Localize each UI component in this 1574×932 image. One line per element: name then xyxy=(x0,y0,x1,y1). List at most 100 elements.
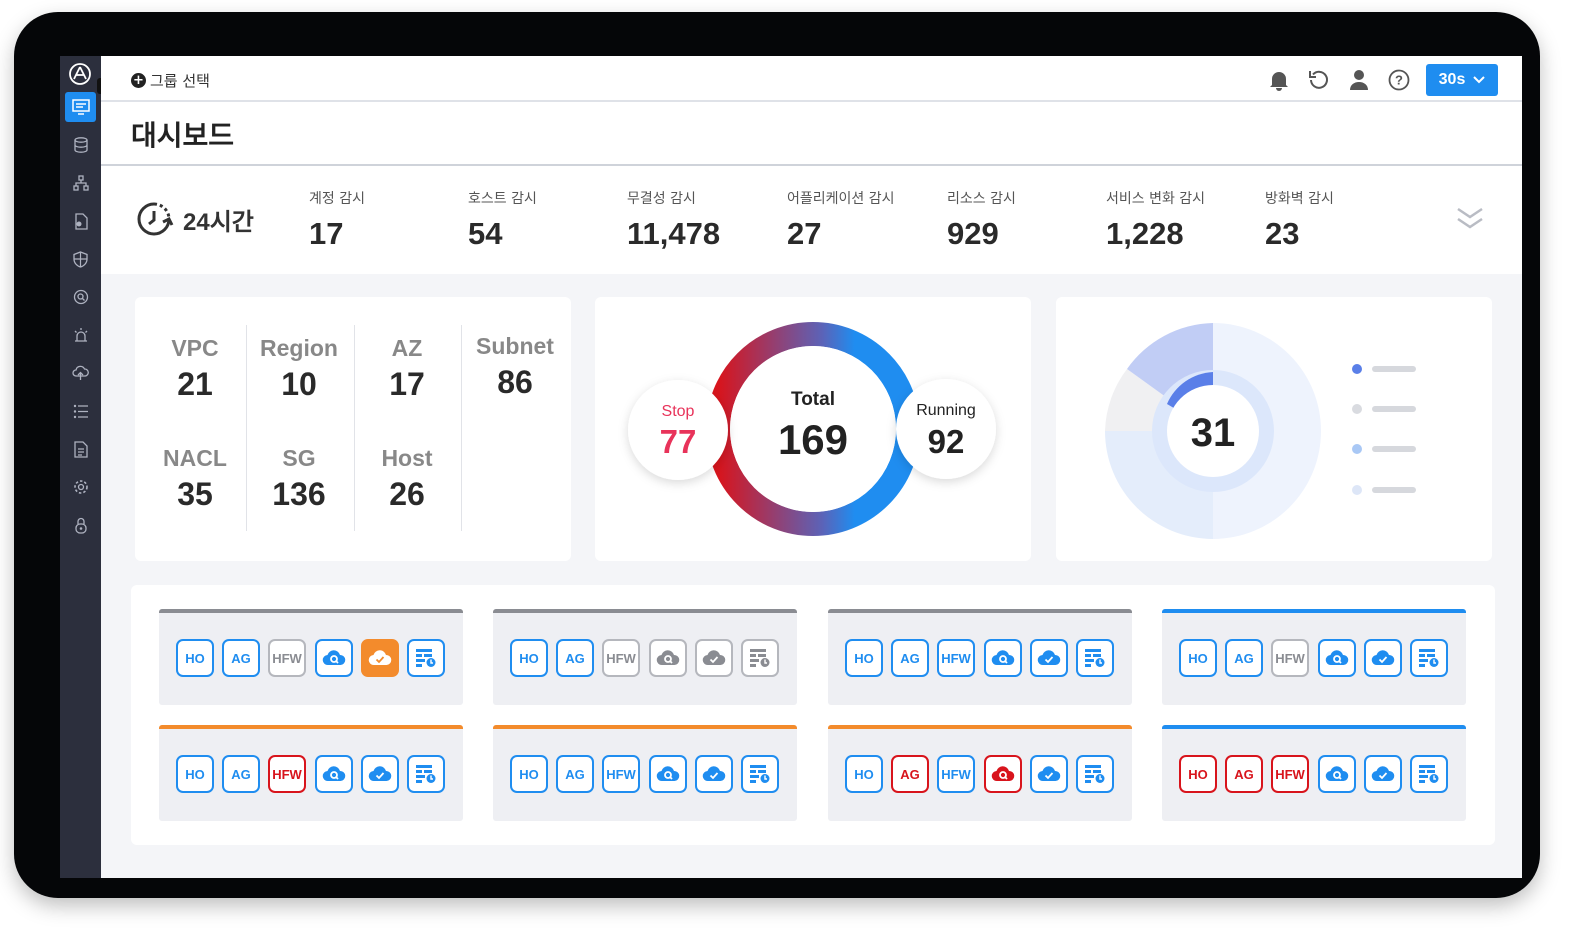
hfw-badge[interactable]: HFW xyxy=(1271,755,1309,793)
cloud-check-badge[interactable] xyxy=(1364,755,1402,793)
user-icon[interactable] xyxy=(1346,66,1372,94)
resource-az[interactable]: AZ 17 xyxy=(355,335,459,403)
cloud-search-badge[interactable] xyxy=(984,639,1022,677)
host-status-tile[interactable]: HO AG HFW xyxy=(1162,609,1466,705)
help-icon[interactable]: ? xyxy=(1386,66,1412,94)
group-select-button[interactable]: + 그룹 선택 xyxy=(131,70,210,91)
cloud-check-badge[interactable] xyxy=(361,639,399,677)
cloud-search-badge[interactable] xyxy=(649,755,687,793)
ag-badge[interactable]: AG xyxy=(891,755,929,793)
cloud-search-badge[interactable] xyxy=(649,639,687,677)
ho-badge[interactable]: HO xyxy=(845,755,883,793)
refresh-icon[interactable] xyxy=(1306,66,1332,94)
resource-host[interactable]: Host 26 xyxy=(355,445,459,513)
hfw-badge[interactable]: HFW xyxy=(602,755,640,793)
ag-badge[interactable]: AG xyxy=(1225,639,1263,677)
host-status-tile[interactable]: HO AG HFW xyxy=(159,609,463,705)
sidebar-item-lock[interactable] xyxy=(65,510,96,540)
legend-item[interactable] xyxy=(1352,364,1416,374)
cloud-check-badge[interactable] xyxy=(361,755,399,793)
cloud-search-badge[interactable] xyxy=(1318,639,1356,677)
stop-bubble[interactable] xyxy=(628,380,728,480)
cloud-check-badge[interactable] xyxy=(1364,639,1402,677)
firewall-badge[interactable] xyxy=(1410,755,1448,793)
cloud-search-badge[interactable] xyxy=(315,639,353,677)
firewall-badge[interactable] xyxy=(741,755,779,793)
running-label: Running xyxy=(916,402,976,419)
stat-resource-monitoring[interactable]: 리소스 감시 929 xyxy=(947,188,1016,252)
stat-application-monitoring[interactable]: 어플리케이션 감시 27 xyxy=(787,188,895,252)
ho-badge[interactable]: HO xyxy=(1179,755,1217,793)
sidebar-item-files[interactable] xyxy=(65,206,96,236)
resource-subnet[interactable]: Subnet 86 xyxy=(463,333,567,401)
firewall-badge[interactable] xyxy=(1076,639,1114,677)
stat-account-monitoring[interactable]: 계정 감시 17 xyxy=(309,188,365,252)
host-status-tile[interactable]: HO AG HFW xyxy=(1162,725,1466,821)
ag-badge[interactable]: AG xyxy=(556,639,594,677)
running-bubble[interactable] xyxy=(896,379,996,479)
cloud-check-badge[interactable] xyxy=(695,639,733,677)
hfw-badge[interactable]: HFW xyxy=(268,639,306,677)
ag-badge[interactable]: AG xyxy=(1225,755,1263,793)
cloud-check-badge[interactable] xyxy=(1030,639,1068,677)
host-status-tile[interactable]: HO AG HFW xyxy=(159,725,463,821)
resource-vpc[interactable]: VPC 21 xyxy=(143,335,247,403)
legend-item[interactable] xyxy=(1352,485,1416,495)
sidebar-item-network[interactable] xyxy=(65,168,96,198)
sidebar-item-alerts[interactable] xyxy=(65,320,96,350)
legend-item[interactable] xyxy=(1352,404,1416,414)
cloud-search-icon xyxy=(322,649,346,667)
period-indicator[interactable]: 24시간 xyxy=(135,200,254,238)
stat-integrity-monitoring[interactable]: 무결성 감시 11,478 xyxy=(627,188,720,252)
sidebar-item-list[interactable] xyxy=(65,396,96,426)
ho-badge[interactable]: HO xyxy=(845,639,883,677)
hfw-badge[interactable]: HFW xyxy=(268,755,306,793)
sidebar-item-database[interactable] xyxy=(65,130,96,160)
host-status-tile[interactable]: HO AG HFW xyxy=(828,609,1132,705)
resource-label: Region xyxy=(260,335,338,361)
sidebar-item-dashboard[interactable] xyxy=(65,92,96,122)
sidebar-item-security[interactable] xyxy=(65,244,96,274)
cloud-search-badge[interactable] xyxy=(1318,755,1356,793)
hfw-badge[interactable]: HFW xyxy=(937,755,975,793)
cloud-search-badge[interactable] xyxy=(315,755,353,793)
firewall-badge[interactable] xyxy=(407,639,445,677)
resource-nacl[interactable]: NACL 35 xyxy=(143,445,247,513)
ag-badge[interactable]: AG xyxy=(556,755,594,793)
hfw-badge[interactable]: HFW xyxy=(1271,639,1309,677)
sidebar-item-cloud[interactable] xyxy=(65,358,96,388)
sidebar-item-search[interactable] xyxy=(65,282,96,312)
cloud-check-badge[interactable] xyxy=(695,755,733,793)
refresh-interval-dropdown[interactable]: 30s xyxy=(1426,64,1498,96)
ag-badge[interactable]: AG xyxy=(222,755,260,793)
stat-firewall-monitoring[interactable]: 방화벽 감시 23 xyxy=(1265,188,1334,252)
ho-badge[interactable]: HO xyxy=(176,639,214,677)
hfw-badge[interactable]: HFW xyxy=(937,639,975,677)
double-chevron-down-icon[interactable] xyxy=(1456,206,1484,234)
ho-badge[interactable]: HO xyxy=(1179,639,1217,677)
ag-badge[interactable]: AG xyxy=(222,639,260,677)
hfw-badge[interactable]: HFW xyxy=(602,639,640,677)
resource-sg[interactable]: SG 136 xyxy=(247,445,351,513)
bell-icon[interactable] xyxy=(1266,66,1292,94)
cloud-check-badge[interactable] xyxy=(1030,755,1068,793)
ho-badge[interactable]: HO xyxy=(510,639,548,677)
firewall-badge[interactable] xyxy=(1410,639,1448,677)
cloud-search-icon xyxy=(1325,649,1349,667)
host-status-tile[interactable]: HO AG HFW xyxy=(493,609,797,705)
host-status-tile[interactable]: HO AG HFW xyxy=(828,725,1132,821)
ho-badge[interactable]: HO xyxy=(510,755,548,793)
firewall-badge[interactable] xyxy=(1076,755,1114,793)
stat-service-change-monitoring[interactable]: 서비스 변화 감시 1,228 xyxy=(1106,188,1205,252)
firewall-badge[interactable] xyxy=(741,639,779,677)
ho-badge[interactable]: HO xyxy=(176,755,214,793)
cloud-search-badge[interactable] xyxy=(984,755,1022,793)
legend-item[interactable] xyxy=(1352,444,1416,454)
stat-host-monitoring[interactable]: 호스트 감시 54 xyxy=(468,188,537,252)
sidebar-item-reports[interactable] xyxy=(65,434,96,464)
resource-region[interactable]: Region 10 xyxy=(247,335,351,403)
ag-badge[interactable]: AG xyxy=(891,639,929,677)
firewall-badge[interactable] xyxy=(407,755,445,793)
sidebar-item-settings[interactable] xyxy=(65,472,96,502)
host-status-tile[interactable]: HO AG HFW xyxy=(493,725,797,821)
